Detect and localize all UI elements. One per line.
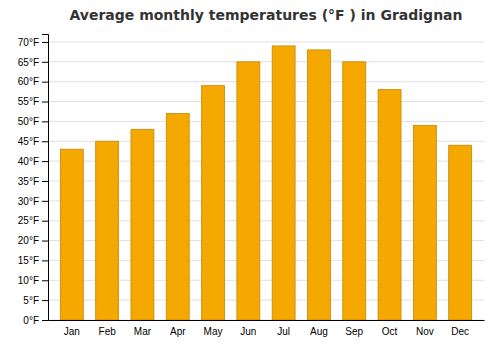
y-tick-mark <box>42 300 48 301</box>
grid-line <box>48 41 484 42</box>
y-tick-label: 25°F <box>18 215 39 226</box>
x-tick-label: May <box>204 326 223 337</box>
y-tick-label: 35°F <box>18 176 39 187</box>
x-tick-label: Feb <box>99 326 117 337</box>
y-axis-line <box>42 35 49 321</box>
bar <box>60 149 83 320</box>
x-tick: Sep <box>345 326 363 337</box>
y-tick-label: 70°F <box>18 37 39 48</box>
y-tick: 50°F <box>18 116 48 127</box>
grid-line <box>48 101 484 102</box>
x-tick: Feb <box>99 326 117 337</box>
y-tick: 35°F <box>18 176 48 187</box>
y-tick: 60°F <box>18 76 48 87</box>
y-tick-mark <box>42 82 48 83</box>
y-tick: 15°F <box>18 255 48 266</box>
x-tick-label: Sep <box>345 326 363 337</box>
y-tick: 25°F <box>18 215 48 226</box>
grid-line <box>48 81 484 82</box>
y-tick-label: 65°F <box>18 57 39 68</box>
y-tick-mark <box>42 181 48 182</box>
bar <box>343 62 366 320</box>
y-tick: 55°F <box>18 96 48 107</box>
y-axis: 0°F 5°F 10°F 15°F 20°F 25°F 30°F 35°F 40°F 45°F 50… <box>18 35 49 326</box>
x-axis-line <box>49 320 485 321</box>
bar <box>202 86 225 320</box>
y-tick: 40°F <box>18 156 48 167</box>
x-tick: Oct <box>382 326 398 337</box>
bars <box>60 46 471 320</box>
bar <box>378 90 401 320</box>
bar <box>131 129 154 320</box>
grid <box>48 42 484 320</box>
x-tick-label: Jul <box>277 326 290 337</box>
y-tick-mark <box>42 241 48 242</box>
bar <box>449 145 472 320</box>
y-tick-mark <box>42 320 48 321</box>
y-tick-label: 20°F <box>18 235 39 246</box>
x-tick: Jun <box>240 326 256 337</box>
x-tick-label: Apr <box>170 326 186 337</box>
x-tick-label: Aug <box>310 326 328 337</box>
x-tick: Dec <box>451 326 469 337</box>
bar <box>272 46 295 320</box>
y-tick-label: 15°F <box>18 255 39 266</box>
y-tick: 65°F <box>18 57 48 68</box>
x-axis: Jan Feb Mar Apr May Jun Jul Aug Sep Oct Nov Dec <box>49 321 485 338</box>
y-tick: 10°F <box>18 275 48 286</box>
y-tick-mark <box>42 260 48 261</box>
bar <box>413 125 436 320</box>
y-tick-label: 55°F <box>18 96 39 107</box>
x-tick: Aug <box>310 326 328 337</box>
grid-line <box>48 61 484 62</box>
y-tick-label: 45°F <box>18 136 39 147</box>
grid-line <box>48 121 484 122</box>
chart-container: 0°F 5°F 10°F 15°F 20°F 25°F 30°F 35°F 40°F 45°F 50… <box>0 0 500 350</box>
y-tick: 5°F <box>23 295 48 306</box>
y-tick-mark <box>42 102 48 103</box>
chart-svg: 0°F 5°F 10°F 15°F 20°F 25°F 30°F 35°F 40°F 45°F 50… <box>0 0 500 350</box>
x-tick-label: Nov <box>416 326 434 337</box>
bar <box>96 141 119 320</box>
x-tick: Jul <box>277 326 290 337</box>
y-tick-label: 50°F <box>18 116 39 127</box>
y-tick-mark <box>42 161 48 162</box>
y-tick-label: 0°F <box>23 315 39 326</box>
y-tick-label: 10°F <box>18 275 39 286</box>
y-tick-label: 60°F <box>18 76 39 87</box>
y-tick-mark <box>42 201 48 202</box>
x-tick: Jan <box>64 326 80 337</box>
y-tick-mark <box>42 221 48 222</box>
x-tick: Nov <box>416 326 434 337</box>
bar <box>166 113 189 320</box>
x-tick: Mar <box>134 326 152 337</box>
x-tick-label: Dec <box>451 326 469 337</box>
x-tick: Apr <box>170 326 186 337</box>
plot-area: 0°F 5°F 10°F 15°F 20°F 25°F 30°F 35°F 40°F 45°F 50… <box>18 35 485 338</box>
x-tick: May <box>204 326 223 337</box>
y-tick: 30°F <box>18 196 48 207</box>
y-tick-label: 40°F <box>18 156 39 167</box>
y-tick: 70°F <box>18 37 48 48</box>
bar <box>307 50 330 320</box>
bar <box>237 62 260 320</box>
x-tick-label: Oct <box>382 326 398 337</box>
x-tick-label: Jan <box>64 326 80 337</box>
y-tick-mark <box>42 42 48 43</box>
y-tick: 45°F <box>18 136 48 147</box>
x-tick-label: Mar <box>134 326 152 337</box>
y-tick-label: 30°F <box>18 196 39 207</box>
title: Average monthly temperatures (°F ) in Gr… <box>69 7 462 23</box>
y-tick-mark <box>42 141 48 142</box>
y-tick: 20°F <box>18 235 48 246</box>
y-tick: 0°F <box>23 315 48 326</box>
y-tick-mark <box>42 62 48 63</box>
y-tick-label: 5°F <box>23 295 39 306</box>
x-tick-label: Jun <box>240 326 256 337</box>
y-tick-mark <box>42 280 48 281</box>
y-tick-mark <box>42 121 48 122</box>
